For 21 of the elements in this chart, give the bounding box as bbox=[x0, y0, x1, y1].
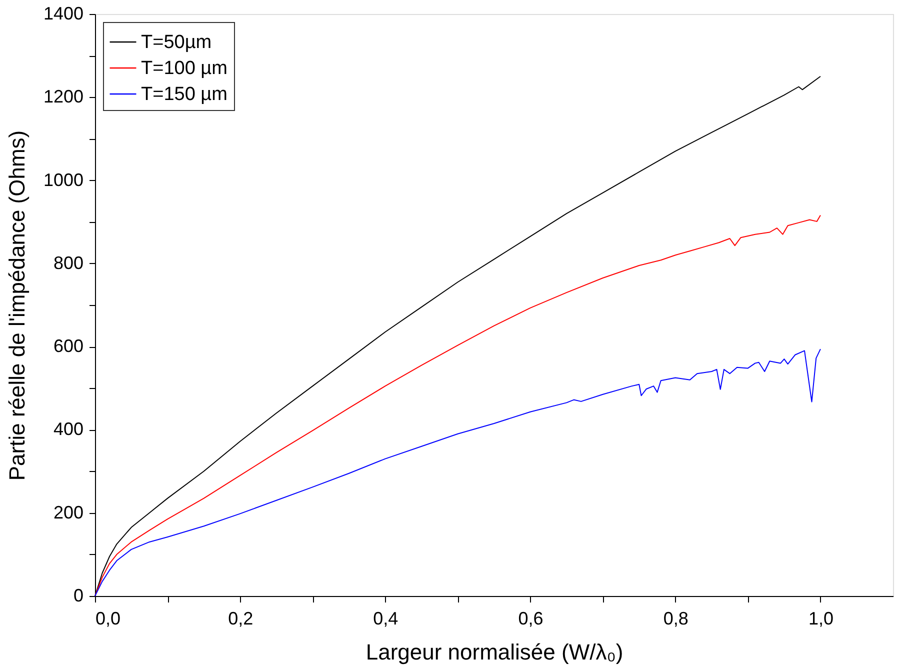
x-axis-title: Largeur normalisée (W/λ₀) bbox=[366, 640, 624, 664]
x-tick-label: 0,0 bbox=[96, 608, 121, 628]
y-tick-label: 0 bbox=[73, 586, 84, 606]
x-tick-label: 0,8 bbox=[663, 608, 688, 628]
y-axis-title: Partie réelle de l'impédance (Ohms) bbox=[4, 130, 30, 481]
legend-label: T=50µm bbox=[141, 32, 212, 53]
legend-label: T=100 µm bbox=[141, 58, 228, 79]
x-tick-label: 0,2 bbox=[228, 608, 254, 628]
y-tick-label: 600 bbox=[53, 336, 84, 356]
y-tick-label: 1200 bbox=[43, 86, 84, 107]
y-tick-label: 1400 bbox=[43, 4, 84, 24]
y-tick-label: 800 bbox=[53, 252, 84, 273]
y-tick-label: 200 bbox=[53, 502, 84, 522]
y-tick-label: 400 bbox=[53, 419, 84, 440]
x-tick-label: 1,0 bbox=[808, 608, 834, 628]
x-tick-label: 0,6 bbox=[518, 608, 544, 628]
legend-label: T=150 µm bbox=[141, 84, 228, 105]
line-series bbox=[94, 348, 821, 596]
line-series bbox=[94, 214, 821, 596]
x-tick-label: 0,4 bbox=[373, 608, 398, 628]
y-tick-label: 1000 bbox=[43, 170, 84, 190]
